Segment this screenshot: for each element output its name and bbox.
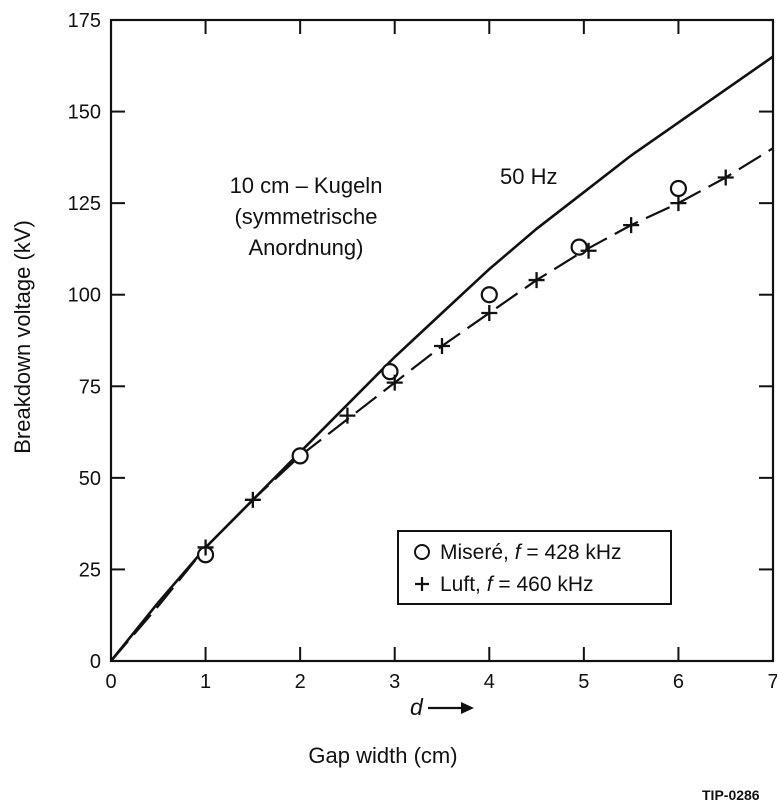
marker-misere xyxy=(570,238,588,256)
marker-luft xyxy=(434,337,450,354)
data-markers xyxy=(196,169,734,564)
legend-entry-luft: Luft, f = 460 kHz xyxy=(440,573,594,596)
y-tick-label: 100 xyxy=(68,285,101,307)
x-tick-label: 1 xyxy=(200,671,211,693)
x-axis-label: Gap width (cm) xyxy=(308,743,457,768)
legend-box xyxy=(397,530,672,605)
annotation-title-line2: (symmetrische xyxy=(234,204,377,229)
series-line-50hz xyxy=(109,55,774,662)
marker-luft xyxy=(339,407,356,424)
x-tick-label: 5 xyxy=(578,671,589,693)
legend-entry-misere: Miseré, f = 428 kHz xyxy=(440,541,622,564)
curve-label-50hz: 50 Hz xyxy=(500,164,557,189)
marker-luft xyxy=(528,272,545,289)
x-symbol-label: d xyxy=(410,694,474,720)
annotation-title-line1: 10 cm – Kugeln xyxy=(230,173,383,198)
y-tick-label: 25 xyxy=(79,559,101,581)
axes xyxy=(109,18,775,663)
x-tick-label: 7 xyxy=(767,671,777,693)
marker-luft xyxy=(386,374,403,391)
x-tick-label: 0 xyxy=(105,671,116,693)
marker-misere xyxy=(480,286,498,304)
y-tick-label: 150 xyxy=(68,102,101,124)
y-tick-label: 75 xyxy=(79,376,101,398)
marker-luft xyxy=(580,242,597,259)
marker-luft xyxy=(670,195,687,212)
legend: Miseré, f = 428 kHz Luft, f = 460 kHz xyxy=(397,530,672,605)
x-tick-label: 4 xyxy=(484,671,495,693)
x-tick-label: 3 xyxy=(389,671,400,693)
y-tick-label: 125 xyxy=(68,193,101,215)
x-tick-label: 6 xyxy=(673,671,684,693)
legend-plus-icon xyxy=(415,577,429,591)
y-tick-label: 175 xyxy=(68,10,101,32)
legend-circle-icon xyxy=(414,544,430,560)
x-symbol-d: d xyxy=(410,694,424,720)
marker-luft xyxy=(197,539,214,556)
y-tick-label: 50 xyxy=(79,468,101,490)
marker-luft xyxy=(481,305,498,322)
corner-tag: TIP-0286 xyxy=(702,787,760,803)
plot-frame xyxy=(109,18,775,663)
annotation-title-line3: Anordnung) xyxy=(249,235,364,260)
y-axis-ticks: 0 25 50 75 100 125 150 175 xyxy=(68,10,773,673)
marker-luft xyxy=(244,491,261,508)
marker-misere xyxy=(669,179,688,198)
marker-luft xyxy=(717,169,734,186)
y-tick-label: 0 xyxy=(90,651,101,673)
x-arrowhead-icon xyxy=(461,702,474,714)
x-axis-ticks: 0 1 2 3 4 5 6 7 xyxy=(105,20,777,693)
x-tick-label: 2 xyxy=(295,671,306,693)
y-axis-label: Breakdown voltage (kV) xyxy=(10,220,35,454)
marker-misere xyxy=(291,447,309,465)
marker-luft xyxy=(623,217,640,234)
